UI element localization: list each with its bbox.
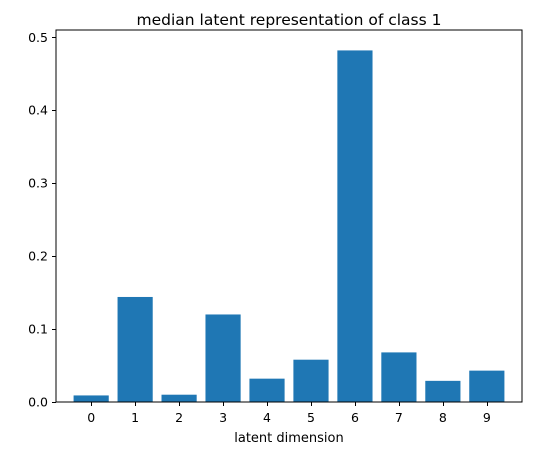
y-tick-label: 0.3 — [28, 176, 48, 191]
bar-6 — [337, 50, 373, 403]
y-tick-label: 0.1 — [28, 322, 48, 337]
x-tick-label: 1 — [131, 410, 139, 425]
x-axis: 0 1 2 3 4 5 6 7 8 9 — [87, 402, 491, 425]
bar-1 — [117, 296, 153, 402]
x-tick-label: 2 — [175, 410, 183, 425]
x-tick-label: 9 — [483, 410, 491, 425]
y-tick-label: 0.4 — [28, 103, 48, 118]
bar-2 — [161, 394, 197, 402]
y-tick-label: 0.5 — [28, 30, 48, 45]
bar-3 — [205, 314, 241, 402]
y-tick-label: 0.2 — [28, 249, 48, 264]
x-tick-label: 5 — [307, 410, 315, 425]
y-tick-label: 0.0 — [28, 395, 48, 410]
bar-8 — [425, 380, 461, 402]
chart-title: median latent representation of class 1 — [136, 11, 441, 29]
bar-4 — [249, 378, 285, 402]
x-tick-label: 4 — [263, 410, 271, 425]
plot-frame — [55, 29, 523, 403]
x-tick-label: 0 — [87, 410, 95, 425]
y-axis: 0.0 0.1 0.2 0.3 0.4 0.5 — [28, 30, 56, 410]
bar-0 — [73, 395, 109, 402]
bar-7 — [381, 352, 417, 402]
x-tick-label: 3 — [219, 410, 227, 425]
x-tick-label: 7 — [395, 410, 403, 425]
bar-5 — [293, 359, 329, 402]
x-tick-label: 8 — [439, 410, 447, 425]
bars-group — [73, 50, 505, 403]
x-axis-label: latent dimension — [234, 431, 343, 446]
bar-9 — [469, 370, 505, 402]
x-tick-label: 6 — [351, 410, 359, 425]
